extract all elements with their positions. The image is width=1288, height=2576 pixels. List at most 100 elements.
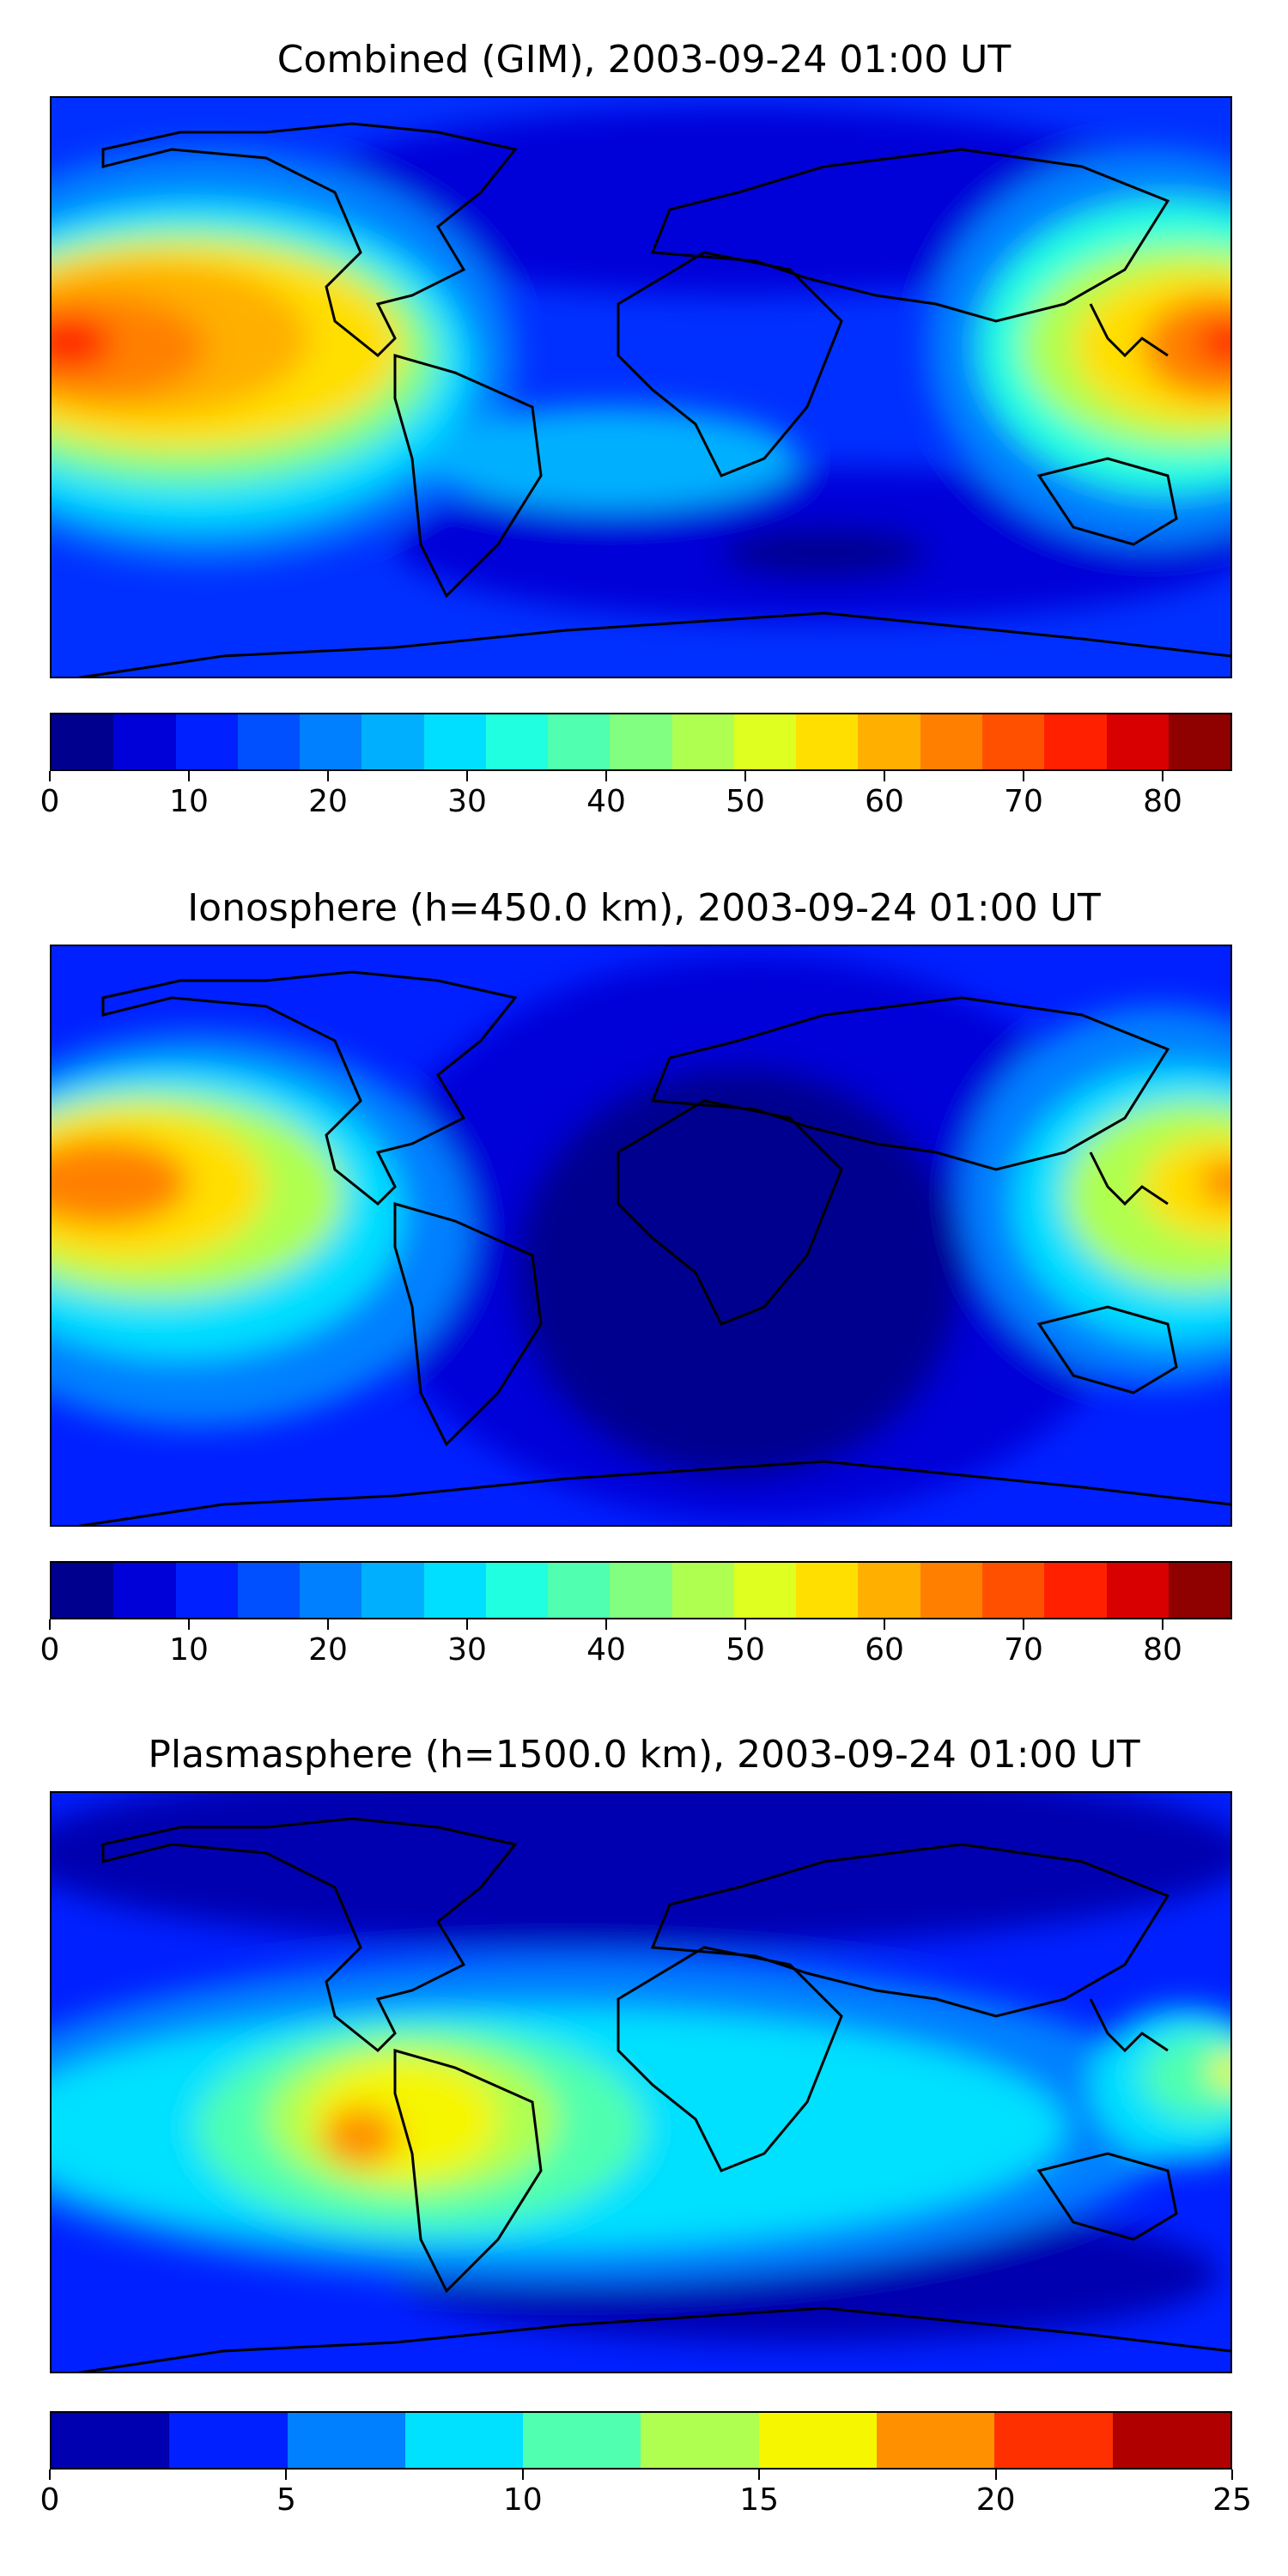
colorbar-tick-mark <box>1231 2470 1233 2480</box>
colorbar-tick-label: 10 <box>169 784 209 819</box>
colorbar-segment <box>423 714 486 769</box>
colorbar-tick-mark <box>521 2470 524 2480</box>
colorbar-segment <box>796 714 859 769</box>
colorbar-segment <box>1112 2413 1230 2468</box>
colorbar-segment <box>361 714 424 769</box>
colorbar-tick-label: 50 <box>726 784 765 819</box>
colorbar-segment <box>548 714 611 769</box>
colorbar-segment <box>1168 1563 1231 1618</box>
colorbar-segment <box>113 1563 176 1618</box>
colorbar-tick-label: 80 <box>1143 1632 1182 1668</box>
map-ionosphere <box>50 945 1232 1527</box>
map-combined-gim <box>50 96 1232 678</box>
colorbar-plasmasphere <box>50 2411 1232 2470</box>
colorbar-segment <box>237 714 301 769</box>
colorbar-segment <box>796 1563 859 1618</box>
colorbar-tick-label: 25 <box>1212 2482 1252 2518</box>
colorbar-segment <box>52 1563 114 1618</box>
colorbar-tick-mark <box>327 1619 329 1630</box>
map-title-ionosphere: Ionosphere (h=450.0 km), 2003-09-24 01:0… <box>187 886 1101 930</box>
colorbar-tick-mark <box>1162 1619 1163 1630</box>
colorbar-segment <box>1044 714 1107 769</box>
colorbar-tick-mark <box>49 2470 51 2480</box>
colorbar-tick-mark <box>884 1619 885 1630</box>
colorbar-tick-mark <box>605 1619 607 1630</box>
colorbar-combined <box>50 713 1232 771</box>
colorbar-ticks-ionosphere: 0 10 20 30 40 50 60 70 80 <box>40 1619 1232 1671</box>
colorbar-segment <box>1106 1563 1169 1618</box>
colorbar-segment <box>671 714 734 769</box>
colorbar-segment <box>175 1563 238 1618</box>
colorbar-segment <box>858 714 920 769</box>
colorbar-segment <box>610 714 672 769</box>
colorbar-segment <box>994 2413 1113 2468</box>
colorbar-tick-label: 20 <box>975 2482 1016 2518</box>
colorbar-tick-label: 0 <box>39 1632 60 1668</box>
colorbar-tick-mark <box>744 1619 746 1630</box>
colorbar-segment <box>300 1563 362 1618</box>
colorbar-segment <box>920 714 982 769</box>
colorbar-tick-label: 0 <box>39 2482 60 2518</box>
colorbar-ticks-combined: 0 10 20 30 40 50 60 70 80 <box>40 771 1232 823</box>
map-plasmasphere <box>50 1791 1232 2373</box>
colorbar-tick-label: 30 <box>447 1632 487 1668</box>
colorbar-ionosphere <box>50 1561 1232 1619</box>
colorbar-tick-mark <box>188 1619 190 1630</box>
colorbar-segment <box>858 1563 920 1618</box>
colorbar-segment <box>175 714 238 769</box>
colorbar-segment <box>404 2413 524 2468</box>
colorbar-segment <box>237 1563 301 1618</box>
colorbar-segment <box>548 1563 611 1618</box>
map-title-plasmasphere: Plasmasphere (h=1500.0 km), 2003-09-24 0… <box>148 1733 1140 1777</box>
colorbar-tick-mark <box>605 771 607 781</box>
colorbar-tick-mark <box>327 771 329 781</box>
colorbar-segment <box>1106 714 1169 769</box>
colorbar-tick-label: 80 <box>1143 784 1182 819</box>
colorbar-tick-label: 10 <box>502 2482 543 2518</box>
colorbar-tick-label: 70 <box>1004 784 1043 819</box>
colorbar-segment <box>641 2413 759 2468</box>
colorbar-ticks-plasmasphere: 0 5 10 15 20 25 <box>40 2470 1252 2521</box>
colorbar-tick-label: 60 <box>865 784 904 819</box>
colorbar-tick-label: 30 <box>447 784 487 819</box>
map-title-combined: Combined (GIM), 2003-09-24 01:00 UT <box>276 38 1012 82</box>
colorbar-tick-mark <box>188 771 190 781</box>
colorbar-tick-label: 15 <box>739 2482 780 2518</box>
colorbar-tick-mark <box>466 771 468 781</box>
colorbar-segment <box>523 2413 641 2468</box>
colorbar-segment <box>733 1563 797 1618</box>
colorbar-segment <box>300 714 362 769</box>
colorbar-tick-label: 70 <box>1004 1632 1043 1668</box>
colorbar-tick-label: 5 <box>276 2482 296 2518</box>
colorbar-segment <box>1168 714 1231 769</box>
colorbar-tick-label: 20 <box>308 784 348 819</box>
colorbar-tick-label: 10 <box>169 1632 209 1668</box>
colorbar-segment <box>52 714 114 769</box>
colorbar-tick-label: 20 <box>308 1632 348 1668</box>
colorbar-tick-mark <box>1162 771 1163 781</box>
colorbar-segment <box>758 2413 878 2468</box>
colorbar-tick-mark <box>1023 1619 1024 1630</box>
colorbar-tick-mark <box>49 1619 51 1630</box>
colorbar-tick-mark <box>884 771 885 781</box>
colorbar-segment <box>920 1563 982 1618</box>
colorbar-tick-mark <box>994 2470 997 2480</box>
colorbar-segment <box>485 714 549 769</box>
colorbar-tick-mark <box>285 2470 288 2480</box>
colorbar-segment <box>169 2413 288 2468</box>
colorbar-tick-mark <box>466 1619 468 1630</box>
colorbar-segment <box>113 714 176 769</box>
colorbar-tick-mark <box>758 2470 761 2480</box>
colorbar-segment <box>981 714 1045 769</box>
colorbar-segment <box>733 714 797 769</box>
colorbar-segment <box>981 1563 1045 1618</box>
colorbar-segment <box>1044 1563 1107 1618</box>
colorbar-tick-mark <box>49 771 51 781</box>
colorbar-segment <box>423 1563 486 1618</box>
colorbar-segment <box>287 2413 405 2468</box>
colorbar-tick-label: 40 <box>586 1632 626 1668</box>
colorbar-segment <box>877 2413 995 2468</box>
colorbar-tick-label: 40 <box>586 784 626 819</box>
colorbar-segment <box>671 1563 734 1618</box>
colorbar-segment <box>610 1563 672 1618</box>
